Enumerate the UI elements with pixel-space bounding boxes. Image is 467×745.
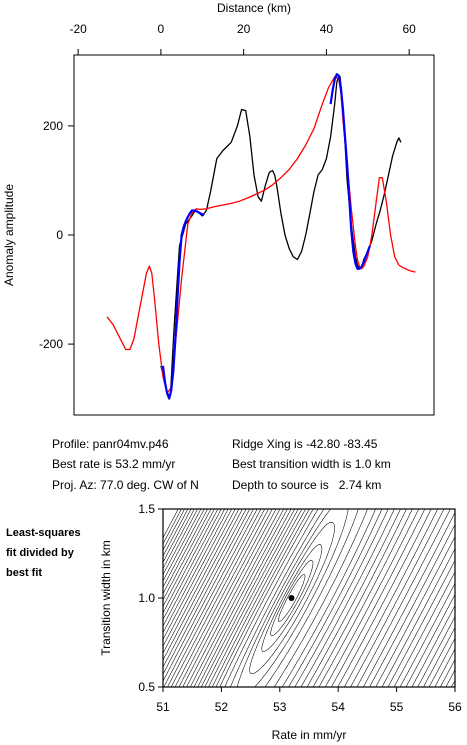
contour-x-tick-label: 52 (215, 700, 229, 714)
contour-line (230, 509, 359, 687)
contour-line (182, 509, 438, 687)
misfit-contour-chart: 51 52 53 54 55 56 0.5 1.0 1.5 Rate in mm/yr Tra… (99, 502, 462, 742)
contour-line (219, 509, 376, 687)
contour-x-tick-label: 56 (448, 700, 462, 714)
contour-y-ticks: 0.5 1.0 1.5 (138, 502, 163, 694)
side-note-line: best fit (6, 567, 43, 579)
contour-line (163, 509, 455, 687)
contour-line (163, 509, 205, 588)
contour-line (278, 574, 306, 622)
x-tick-label: 20 (237, 22, 251, 36)
contour-line (171, 509, 455, 687)
contour-line (193, 509, 419, 687)
contour-x-axis-title: Rate in mm/yr (272, 728, 347, 742)
best-transition-width: Best transition width is 1.0 km (232, 457, 391, 471)
contour-line (163, 509, 455, 687)
contour-line (163, 509, 455, 687)
contour-x-tick-label: 51 (156, 700, 170, 714)
contour-line (236, 509, 349, 687)
contour-x-tick-label: 53 (273, 700, 287, 714)
contour-y-tick-label: 0.5 (138, 680, 155, 694)
x-axis-title: Distance (km) (217, 1, 291, 15)
y-tick-label: -200 (39, 337, 63, 351)
contour-x-ticks: 51 52 53 54 55 56 (156, 687, 462, 714)
contour-line (163, 509, 195, 569)
contour-line (270, 559, 314, 637)
profile-name: Profile: panr04mv.p46 (52, 437, 169, 451)
contour-line (163, 509, 179, 539)
y-ticks: -200 0 200 (39, 119, 74, 351)
observed-anomaly-line (160, 74, 402, 397)
x-tick-label: 60 (402, 22, 416, 36)
x-tick-label: 40 (320, 22, 334, 36)
side-note: Least-squares fit divided by best fit (6, 523, 81, 583)
contour-line (197, 509, 413, 687)
x-tick-label: 0 (158, 22, 165, 36)
contour-line (178, 509, 445, 687)
contour-lines (163, 509, 455, 687)
contour-x-tick-label: 54 (332, 700, 346, 714)
contour-line (190, 509, 426, 687)
contour-y-axis-title: Transition width in km (99, 540, 113, 656)
contour-line (163, 509, 455, 687)
contour-line (204, 509, 401, 687)
source-depth: Depth to source is 2.74 km (232, 478, 382, 492)
best-fit-marker (288, 595, 295, 601)
contour-line (163, 509, 185, 551)
contour-line (167, 509, 455, 687)
x-tick-label: -20 (69, 22, 87, 36)
profile-frame (73, 54, 435, 416)
contour-line (208, 509, 395, 687)
contour-line (211, 509, 389, 687)
y-tick-label: 0 (56, 228, 63, 242)
fit-segment-line (329, 72, 371, 270)
projection-azimuth: Proj. Az: 77.0 deg. CW of N (52, 478, 199, 492)
contour-line (163, 509, 455, 687)
x-ticks-top: -20 0 20 40 60 (69, 22, 416, 55)
contour-line (215, 509, 383, 687)
model-anomaly-line (106, 76, 416, 394)
contour-line (224, 509, 368, 687)
contour-line (201, 509, 407, 687)
profile-series (106, 72, 416, 400)
contour-line (174, 509, 451, 687)
side-note-line: fit divided by (6, 547, 74, 559)
contour-line (163, 509, 455, 687)
contour-line (163, 509, 189, 557)
ridge-crossing: Ridge Xing is -42.80 -83.45 (232, 437, 378, 451)
contour-y-tick-label: 1.0 (138, 591, 155, 605)
fit-segment-line (161, 209, 205, 400)
contour-line (261, 544, 323, 652)
contour-line (163, 509, 455, 687)
contour-y-tick-label: 1.5 (138, 502, 155, 516)
contour-line (186, 509, 432, 687)
contour-x-tick-label: 55 (390, 700, 404, 714)
side-note-line: Least-squares (6, 527, 81, 539)
y-tick-label: 200 (43, 119, 63, 133)
best-rate: Best rate is 53.2 mm/yr (52, 457, 176, 471)
y-axis-title: Anomaly amplitude (2, 184, 16, 286)
contour-line (249, 521, 335, 675)
contour-line (163, 509, 198, 575)
